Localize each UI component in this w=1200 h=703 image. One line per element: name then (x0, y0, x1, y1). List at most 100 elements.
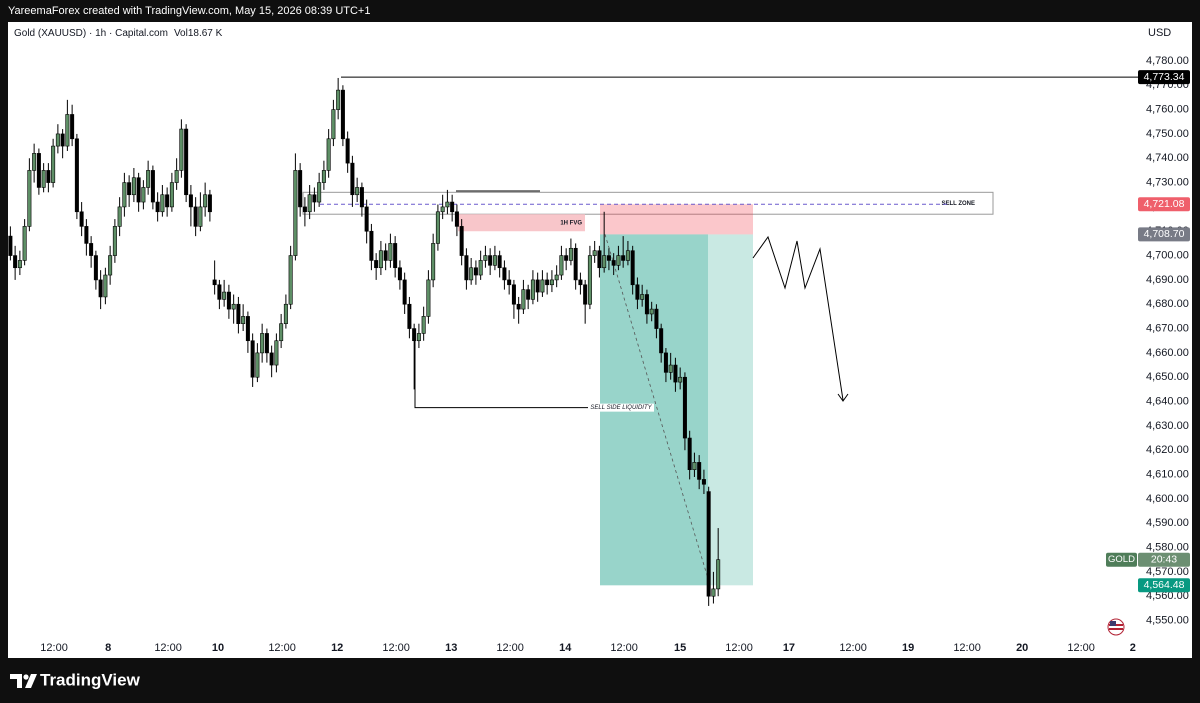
candle-body (174, 170, 179, 183)
candle-body (160, 194, 165, 213)
candle-body (122, 182, 127, 208)
price-tag (1138, 70, 1190, 85)
price-tag (1138, 227, 1190, 242)
candle-body (250, 340, 255, 378)
candle-body (478, 260, 483, 276)
candle-body (350, 162, 355, 196)
candle-body (22, 226, 27, 261)
x-tick-label: 12:00 (725, 642, 753, 654)
candle-body (203, 194, 208, 208)
candle-body (692, 462, 697, 470)
watermark: YareemaForex created with TradingView.co… (8, 5, 370, 17)
x-tick-label: 17 (783, 642, 795, 654)
candle-body (188, 194, 193, 208)
candle-body (317, 182, 322, 203)
candle-body (255, 352, 260, 378)
candle-body (459, 226, 464, 256)
candle-body (41, 170, 46, 188)
candle-body (79, 211, 84, 227)
y-tick-label: 4,610.00 (1146, 468, 1189, 480)
candle-body (402, 279, 407, 305)
flag-icon (1107, 618, 1125, 636)
candle-body (8, 235, 13, 256)
candle-body (673, 364, 678, 383)
y-tick-label: 4,760.00 (1146, 103, 1189, 115)
liquidity-bg (588, 403, 654, 412)
y-tick-label: 4,570.00 (1146, 566, 1189, 578)
candle-body (93, 255, 98, 281)
candle-body (36, 153, 41, 188)
candle-body (421, 316, 426, 334)
candle-body (454, 211, 459, 227)
candle-body (621, 255, 626, 261)
candle-body (184, 128, 189, 196)
y-tick-label: 4,780.00 (1146, 55, 1189, 67)
candle-body (606, 255, 611, 261)
candle-body (616, 255, 621, 266)
y-tick-label: 4,740.00 (1146, 152, 1189, 164)
candle-body (150, 170, 155, 203)
candle-body (654, 308, 659, 329)
candle-body (359, 187, 364, 208)
candle-body (701, 479, 706, 485)
y-tick-label: 4,680.00 (1146, 298, 1189, 310)
y-tick-label: 4,730.00 (1146, 176, 1189, 188)
candle-body (155, 201, 160, 213)
candle-body (426, 279, 431, 317)
candle-body (587, 255, 592, 305)
top-bar (0, 0, 1200, 22)
candle-body (141, 187, 146, 203)
candle-body (193, 206, 198, 227)
candle-body (678, 376, 683, 383)
annotations: SELL ZONE 1H FVG SELL SIDE LIQUIDITY (302, 76, 1140, 586)
y-tick-label: 4,640.00 (1146, 395, 1189, 407)
candle-body (511, 284, 516, 305)
candle-body (397, 267, 402, 281)
x-tick-label: 2 (1130, 642, 1136, 654)
candle-body (602, 255, 607, 269)
symbol-info: Gold (XAUUSD) · 1h · Capital.com (14, 28, 168, 39)
y-tick-label: 4,690.00 (1146, 274, 1189, 286)
candle-body (70, 114, 75, 140)
y-tick-label: 4,620.00 (1146, 444, 1189, 456)
sell-zone (302, 191, 994, 215)
risk-zone (600, 204, 753, 235)
y-tick-label: 4,550.00 (1146, 614, 1189, 626)
candle-body (146, 170, 151, 188)
candle-body (298, 170, 303, 208)
x-tick-label: 12 (331, 642, 343, 654)
candle-body (464, 255, 469, 281)
candle-body (245, 316, 250, 342)
x-tick-label: 12:00 (268, 642, 296, 654)
candle-body (222, 291, 227, 300)
symbol-tag (1106, 552, 1137, 567)
candle-body (283, 303, 288, 325)
candle-body (260, 333, 265, 354)
price-tag-label: 4,708.70 (1144, 228, 1185, 240)
candle-body (336, 89, 341, 110)
volume-label: Vol (174, 28, 188, 39)
candle-body (364, 206, 369, 232)
candle-body (274, 340, 279, 366)
candle-body (369, 230, 374, 261)
candle-body (516, 303, 521, 310)
x-tick-label: 20 (1016, 642, 1028, 654)
y-tick-label: 4,670.00 (1146, 322, 1189, 334)
candle-body (630, 250, 635, 286)
fvg-label: 1H FVG (560, 220, 582, 226)
candle-body (640, 294, 645, 300)
chart-panel (8, 22, 1192, 658)
sell-zone-label: SELL ZONE (941, 201, 975, 207)
fvg-zone (458, 214, 585, 232)
candle-body (530, 279, 535, 300)
candle-body (407, 303, 412, 329)
x-tick-label: 19 (902, 642, 914, 654)
candle-body (55, 133, 60, 147)
candle-body (207, 194, 212, 213)
candle-body (473, 267, 478, 276)
candle-body (469, 267, 474, 281)
candle-body (307, 194, 312, 213)
candle-body (435, 211, 440, 244)
candle-body (682, 376, 687, 439)
y-tick-label: 4,650.00 (1146, 371, 1189, 383)
